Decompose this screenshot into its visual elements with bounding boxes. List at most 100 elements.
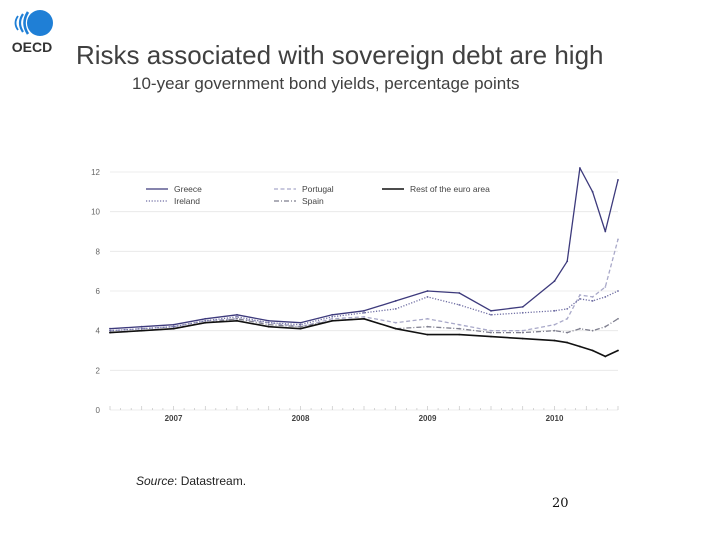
data-point: [331, 317, 334, 320]
data-point: [458, 303, 461, 306]
data-point: [604, 296, 607, 298]
data-point: [553, 323, 556, 326]
legend-label: Rest of the euro area: [410, 184, 490, 194]
data-point: [267, 325, 270, 328]
data-point: [521, 329, 524, 332]
data-point: [604, 325, 607, 328]
y-tick-label: 12: [91, 168, 100, 177]
data-point: [458, 323, 461, 326]
y-tick-label: 0: [96, 406, 101, 415]
data-point: [109, 331, 111, 334]
oecd-logo-graphic: OECD: [12, 10, 53, 55]
data-point: [109, 329, 111, 332]
data-point: [591, 296, 594, 298]
page-number: 20: [552, 496, 569, 511]
data-point: [566, 341, 569, 344]
data-point: [521, 311, 524, 314]
y-tick-label: 10: [91, 208, 100, 217]
data-point: [426, 296, 429, 298]
data-point: [617, 349, 619, 352]
data-point: [140, 325, 143, 328]
data-point: [617, 179, 619, 181]
data-point: [490, 335, 492, 338]
data-point: [553, 309, 556, 312]
data-point: [426, 333, 429, 336]
data-point: [490, 313, 492, 316]
data-point: [591, 349, 594, 352]
data-point: [363, 311, 365, 314]
source-text: : Datastream.: [174, 474, 247, 488]
data-point: [521, 305, 524, 308]
legend-label: Greece: [174, 184, 202, 194]
data-point: [363, 315, 365, 318]
data-point: [394, 307, 397, 310]
data-point: [566, 307, 569, 310]
series-line-rest-of-the-euro-area: [109, 318, 619, 358]
data-point: [394, 300, 397, 302]
data-point: [591, 190, 594, 193]
x-tick-label: 2008: [292, 414, 310, 423]
data-point: [579, 167, 581, 169]
data-point: [579, 327, 581, 330]
oecd-logo: OECD: [6, 6, 58, 56]
series-line-greece: [109, 167, 619, 330]
y-tick-label: 8: [96, 247, 101, 256]
series-layer: [109, 167, 619, 358]
data-point: [426, 325, 429, 328]
y-tick-label: 2: [96, 366, 101, 375]
data-point: [591, 300, 594, 302]
x-tick-label: 2009: [419, 414, 437, 423]
data-point: [458, 292, 461, 294]
data-point: [267, 323, 270, 326]
data-point: [591, 329, 594, 332]
data-point: [236, 317, 238, 320]
data-point: [236, 313, 238, 316]
data-point: [426, 317, 429, 320]
data-point: [617, 290, 619, 292]
logo-text: OECD: [12, 39, 52, 55]
data-point: [299, 325, 302, 328]
data-point: [331, 313, 334, 316]
data-point: [521, 331, 524, 334]
data-point: [579, 298, 581, 300]
data-point: [617, 317, 619, 320]
data-point: [553, 339, 556, 342]
data-point: [204, 319, 207, 322]
x-tick-label: 2007: [165, 414, 183, 423]
data-point: [267, 321, 270, 324]
data-point: [140, 329, 143, 332]
y-tick-label: 4: [96, 327, 101, 336]
source-note: Source: Datastream.: [136, 474, 246, 488]
legend-label: Spain: [302, 196, 324, 206]
data-point: [331, 319, 334, 322]
data-point: [490, 309, 492, 312]
data-point: [299, 327, 302, 330]
data-point: [521, 337, 524, 340]
data-point: [458, 327, 461, 330]
data-point: [236, 315, 238, 318]
bond-yield-chart: 0 2 4 6 8 10 12 2007 2008 2009 2 0 10 Greece Ireland…: [78, 160, 638, 430]
data-point: [394, 321, 397, 324]
data-point: [617, 238, 619, 241]
data-point: [490, 329, 492, 332]
page-subtitle: 10-year government bond yields, percenta…: [132, 74, 520, 93]
y-axis-ticks: 0 2 4 6 8 10 12: [91, 168, 100, 415]
data-point: [566, 331, 569, 334]
data-point: [579, 294, 581, 296]
data-point: [604, 286, 607, 288]
page-title: Risks associated with sovereign debt are…: [76, 40, 604, 70]
series-line-ireland: [109, 290, 619, 332]
data-point: [331, 315, 334, 318]
data-point: [204, 321, 207, 324]
x-axis-ticks: 2007 2008 2009 2010: [109, 406, 619, 423]
legend: Greece Ireland Portugal Spain Rest of the eu…: [146, 184, 490, 206]
data-point: [363, 309, 365, 312]
data-point: [566, 317, 569, 320]
data-point: [566, 260, 569, 263]
data-point: [299, 323, 302, 326]
data-point: [109, 327, 111, 330]
y-tick-label: 6: [96, 287, 101, 296]
data-point: [426, 290, 429, 292]
data-point: [172, 323, 175, 326]
source-label: Source: [136, 474, 175, 488]
